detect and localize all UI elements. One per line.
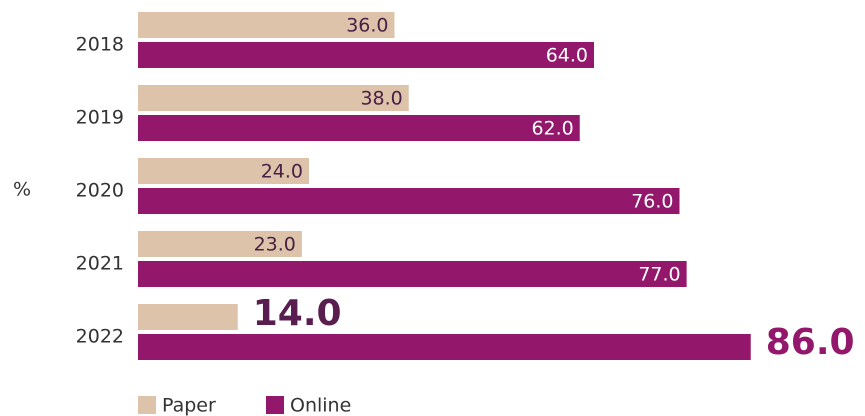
y-tick-label: 2022 bbox=[76, 326, 124, 348]
y-tick-label: 2021 bbox=[76, 253, 124, 275]
legend-swatch bbox=[138, 396, 156, 414]
value-label: 24.0 bbox=[261, 161, 303, 183]
bar bbox=[138, 188, 680, 214]
bar bbox=[138, 115, 580, 141]
bar bbox=[138, 85, 409, 111]
bar bbox=[138, 231, 302, 257]
bar bbox=[138, 261, 687, 287]
y-tick-label: 2019 bbox=[76, 107, 124, 129]
bar bbox=[138, 12, 395, 38]
value-label: 86.0 bbox=[766, 322, 855, 363]
bar bbox=[138, 304, 238, 330]
bar bbox=[138, 158, 309, 184]
value-label: 76.0 bbox=[631, 191, 673, 213]
y-tick-label: 2018 bbox=[76, 34, 124, 56]
value-label: 36.0 bbox=[346, 15, 388, 37]
axis-label: % bbox=[13, 179, 31, 201]
value-label: 23.0 bbox=[254, 234, 296, 256]
bar bbox=[138, 334, 751, 360]
y-tick-label: 2020 bbox=[76, 180, 124, 202]
value-label: 62.0 bbox=[531, 118, 573, 140]
legend-swatch bbox=[266, 396, 284, 414]
value-label: 64.0 bbox=[546, 45, 588, 67]
value-label: 77.0 bbox=[638, 264, 680, 286]
value-label: 14.0 bbox=[253, 293, 342, 334]
legend-label: Online bbox=[290, 395, 351, 416]
legend-label: Paper bbox=[162, 395, 216, 416]
bar bbox=[138, 42, 594, 68]
value-label: 38.0 bbox=[360, 88, 402, 110]
